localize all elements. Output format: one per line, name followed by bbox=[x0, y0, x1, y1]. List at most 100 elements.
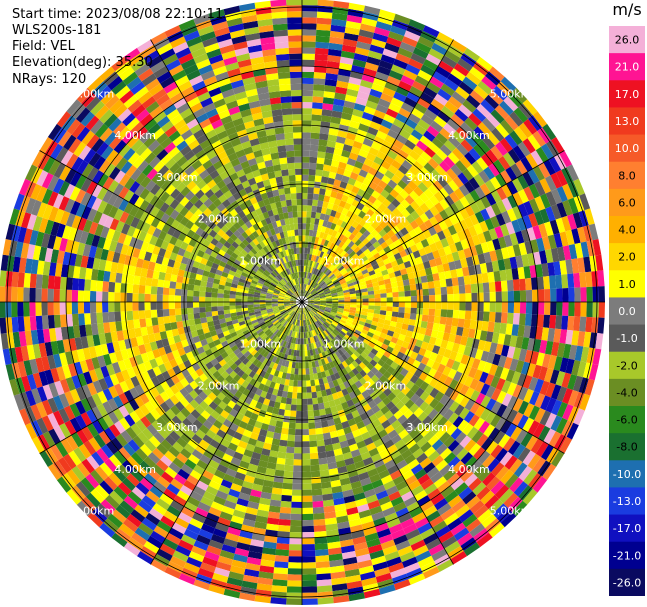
velocity-gate bbox=[529, 198, 540, 213]
velocity-gate bbox=[381, 454, 393, 464]
velocity-gate bbox=[387, 129, 399, 140]
velocity-gate bbox=[354, 268, 362, 275]
velocity-gate bbox=[404, 296, 412, 302]
velocity-gate bbox=[370, 366, 379, 375]
velocity-gate bbox=[367, 468, 379, 478]
velocity-gate bbox=[353, 492, 366, 501]
velocity-gate bbox=[220, 409, 230, 419]
velocity-gate bbox=[247, 304, 254, 308]
velocity-gate bbox=[338, 233, 345, 241]
velocity-gate bbox=[11, 302, 18, 318]
velocity-gate bbox=[326, 375, 333, 383]
velocity-gate bbox=[391, 396, 401, 406]
velocity-gate bbox=[460, 452, 474, 465]
velocity-gate bbox=[266, 294, 273, 298]
velocity-gate bbox=[127, 439, 140, 452]
velocity-gate bbox=[134, 266, 142, 277]
velocity-gate bbox=[457, 58, 473, 72]
velocity-gate bbox=[351, 253, 359, 260]
velocity-gate bbox=[335, 403, 344, 412]
velocity-gate bbox=[412, 145, 424, 156]
velocity-gate bbox=[327, 272, 334, 278]
velocity-gate bbox=[305, 368, 310, 375]
velocity-gate bbox=[155, 383, 165, 395]
velocity-gate bbox=[370, 433, 381, 443]
velocity-gate bbox=[374, 409, 384, 419]
velocity-gate bbox=[302, 362, 306, 369]
velocity-gate bbox=[332, 267, 338, 274]
velocity-gate bbox=[537, 314, 545, 328]
velocity-gate bbox=[336, 334, 343, 341]
velocity-gate bbox=[5, 286, 12, 302]
velocity-gate bbox=[380, 539, 396, 550]
velocity-gate bbox=[248, 326, 255, 333]
velocity-gate bbox=[289, 330, 293, 337]
velocity-gate bbox=[279, 325, 285, 332]
velocity-gate bbox=[498, 156, 511, 170]
velocity-gate bbox=[485, 331, 494, 343]
velocity-gate bbox=[457, 362, 467, 374]
velocity-gate bbox=[344, 254, 352, 262]
velocity-gate bbox=[354, 380, 363, 389]
velocity-gate bbox=[405, 154, 417, 166]
velocity-gate bbox=[506, 409, 518, 424]
velocity-gate bbox=[186, 302, 194, 308]
velocity-gate bbox=[324, 227, 331, 235]
velocity-gate bbox=[326, 529, 339, 537]
velocity-gate bbox=[159, 264, 168, 273]
velocity-gate bbox=[309, 144, 319, 152]
velocity-gate bbox=[417, 182, 429, 193]
velocity-gate bbox=[561, 215, 572, 232]
velocity-gate bbox=[275, 330, 281, 337]
velocity-gate bbox=[205, 429, 217, 440]
velocity-gate bbox=[268, 456, 278, 464]
velocity-gate bbox=[311, 236, 316, 243]
velocity-gate bbox=[413, 226, 423, 236]
velocity-gate bbox=[365, 132, 376, 142]
velocity-gate bbox=[309, 279, 313, 286]
velocity-gate bbox=[365, 335, 373, 342]
velocity-gate bbox=[577, 226, 587, 243]
velocity-gate bbox=[380, 119, 393, 130]
velocity-gate bbox=[318, 333, 324, 340]
velocity-gate bbox=[404, 399, 415, 410]
velocity-gate bbox=[419, 202, 430, 213]
velocity-gate bbox=[505, 221, 516, 235]
velocity-gate bbox=[345, 277, 352, 283]
velocity-gate bbox=[271, 298, 278, 301]
velocity-gate bbox=[471, 160, 484, 174]
velocity-gate bbox=[368, 181, 378, 191]
velocity-gate bbox=[243, 449, 254, 458]
velocity-gate bbox=[500, 119, 514, 135]
velocity-gate bbox=[343, 294, 351, 298]
velocity-gate bbox=[476, 433, 489, 447]
velocity-gate bbox=[253, 304, 260, 308]
velocity-gate bbox=[209, 424, 220, 435]
velocity-gate bbox=[226, 577, 243, 587]
velocity-gate bbox=[480, 350, 490, 362]
velocity-gate bbox=[50, 221, 60, 237]
velocity-gate bbox=[347, 218, 355, 226]
velocity-gate bbox=[302, 307, 305, 314]
velocity-gate bbox=[312, 506, 325, 514]
velocity-gate bbox=[31, 388, 42, 405]
velocity-gate bbox=[174, 295, 181, 302]
velocity-gate bbox=[425, 538, 442, 551]
velocity-gate bbox=[350, 296, 357, 300]
velocity-gate bbox=[367, 244, 376, 253]
velocity-gate bbox=[138, 522, 154, 536]
velocity-gate bbox=[302, 77, 314, 85]
velocity-gate bbox=[18, 331, 27, 347]
velocity-gate bbox=[340, 50, 355, 59]
velocity-gate bbox=[230, 283, 238, 289]
velocity-gate bbox=[379, 375, 388, 384]
velocity-gate bbox=[227, 273, 235, 280]
velocity-gate bbox=[382, 362, 391, 371]
velocity-gate bbox=[89, 290, 97, 302]
velocity-gate bbox=[318, 244, 324, 252]
velocity-gate bbox=[384, 134, 396, 145]
velocity-gate bbox=[348, 443, 359, 452]
velocity-gate bbox=[338, 471, 350, 480]
velocity-gate bbox=[0, 317, 7, 334]
velocity-gate bbox=[324, 382, 331, 390]
